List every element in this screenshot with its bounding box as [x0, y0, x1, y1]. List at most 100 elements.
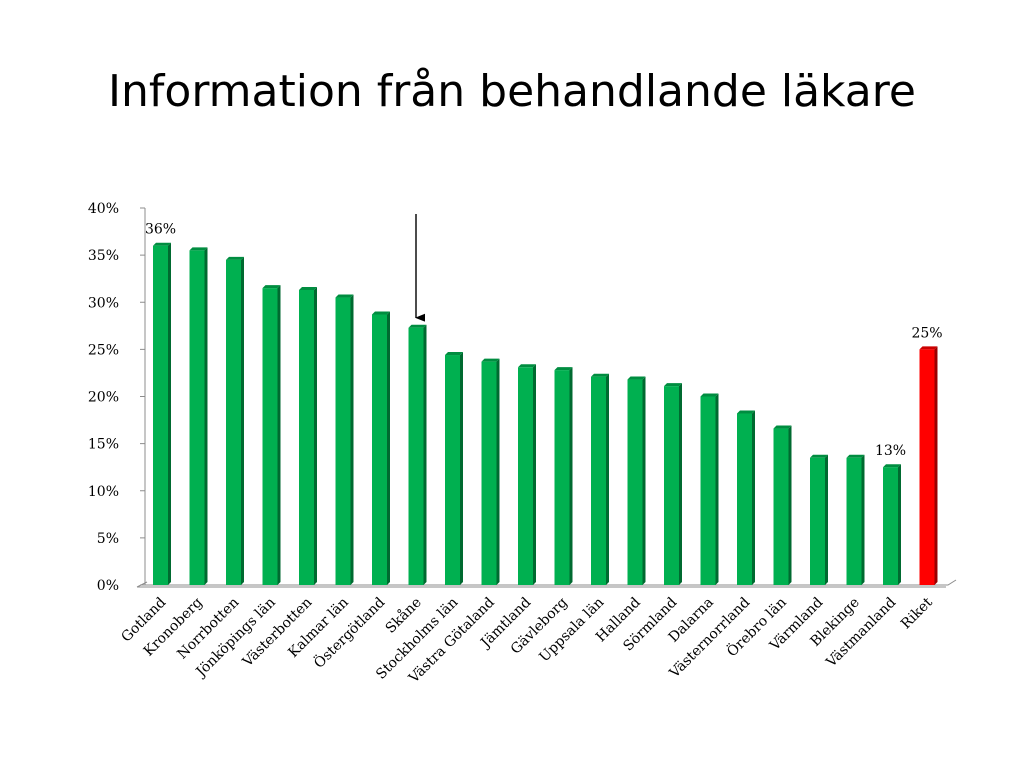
bar-side [569, 367, 573, 585]
data-label: 36% [145, 222, 176, 238]
bar-top [153, 242, 171, 246]
bar [189, 247, 208, 585]
bar [664, 383, 682, 585]
bar [883, 464, 901, 585]
y-tick-label: 20% [88, 390, 119, 406]
bar-top [627, 376, 646, 380]
bar-front [846, 457, 862, 585]
bar-side [679, 383, 682, 585]
bar-top [226, 256, 244, 260]
bar-top [554, 367, 573, 371]
y-tick-label: 35% [88, 248, 119, 264]
bar [226, 256, 244, 585]
bar-top [445, 352, 463, 356]
bar-side [241, 256, 244, 585]
bar-side [423, 324, 427, 585]
bar-top [773, 425, 792, 429]
slide-title: Information från behandlande läkare [108, 66, 916, 117]
bar-front [700, 396, 716, 585]
bar [445, 352, 463, 585]
bar-front [335, 297, 351, 585]
bar-top [737, 410, 755, 414]
bar-top [591, 373, 609, 377]
category-label: Riket [898, 594, 936, 632]
bar-side [533, 364, 536, 585]
bar-front [299, 289, 314, 585]
bar [372, 311, 390, 585]
bar-side [168, 242, 171, 585]
bar-side [314, 286, 317, 585]
bar-front [372, 314, 387, 585]
bar-front [481, 361, 497, 585]
bar-front [189, 250, 205, 585]
bar-top [372, 311, 390, 315]
data-labels: 36% 13% 25% [145, 222, 943, 459]
bar-front [554, 370, 570, 585]
bar-side [934, 346, 938, 585]
bar-top [919, 346, 938, 350]
bar-side [387, 311, 390, 585]
bar-front [226, 259, 241, 585]
bar-front [627, 379, 643, 585]
bar [262, 285, 281, 585]
y-tick-label: 40% [88, 201, 119, 217]
data-label: 25% [911, 325, 942, 341]
y-tick-label: 10% [88, 484, 119, 500]
bar-front [810, 457, 825, 585]
bar-side [496, 358, 500, 585]
bar [518, 364, 536, 585]
chart-floor [136, 579, 957, 588]
bar [335, 294, 354, 585]
bar-side [898, 464, 901, 585]
bar-front [773, 428, 789, 585]
bar-top [846, 454, 865, 458]
bar-front [919, 349, 935, 585]
bar [919, 346, 938, 585]
bar-top [408, 324, 427, 328]
bar-top [883, 464, 901, 468]
bar [627, 376, 646, 585]
bar-front [883, 467, 898, 585]
bar-front [664, 386, 679, 585]
bar-side [606, 373, 609, 585]
bar-front [591, 376, 606, 585]
bar-front [408, 327, 424, 585]
bar-side [277, 285, 281, 585]
y-tick-label: 25% [88, 342, 119, 358]
y-tick-labels: 0% 5% 10% 15% 20% 25% 30% 35% 40% [88, 201, 145, 594]
bar-side [204, 247, 208, 585]
y-tick-label: 5% [97, 531, 119, 547]
bar-top [189, 247, 208, 251]
bar-front [262, 288, 278, 585]
bar [153, 242, 171, 585]
bar-side [861, 454, 865, 585]
bar-side [715, 393, 719, 585]
bar-top [262, 285, 281, 289]
bar [700, 393, 719, 585]
bar [299, 286, 317, 585]
bar-front [445, 355, 460, 585]
bar [481, 358, 500, 585]
bar-side [788, 425, 792, 585]
y-tick-label: 30% [88, 295, 119, 311]
bar-top [481, 358, 500, 362]
bar [810, 454, 828, 585]
bar [846, 454, 865, 585]
bar-side [460, 352, 463, 585]
bar-side [825, 454, 828, 585]
bar-front [518, 367, 533, 585]
bar-top [518, 364, 536, 368]
bar-front [737, 413, 752, 585]
bar-top [299, 286, 317, 290]
bar-front [153, 245, 168, 585]
y-tick-label: 15% [88, 437, 119, 453]
bar-side [752, 410, 755, 585]
bar [737, 410, 755, 585]
bar-side [642, 376, 646, 585]
bar [408, 324, 427, 585]
bar-top [335, 294, 354, 298]
bar-top [810, 454, 828, 458]
data-label: 13% [875, 443, 906, 459]
